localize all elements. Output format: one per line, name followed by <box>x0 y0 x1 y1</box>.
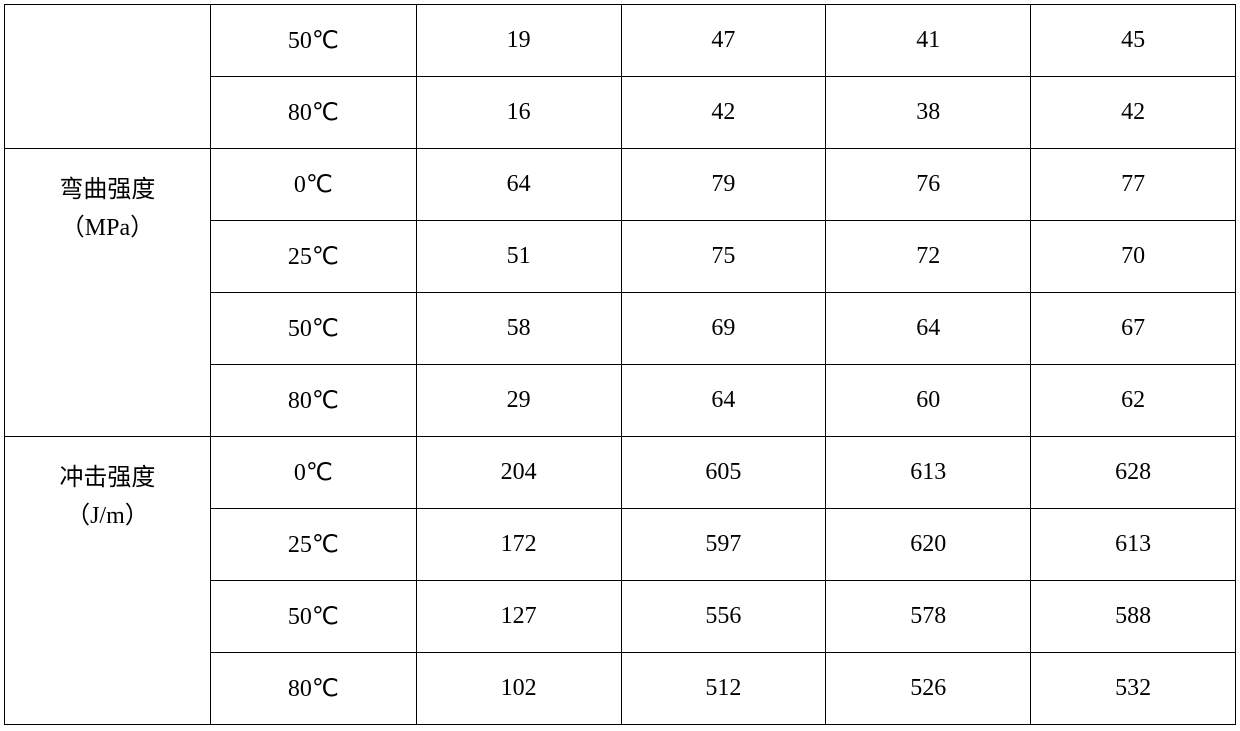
data-cell: 613 <box>1031 509 1236 581</box>
data-cell: 512 <box>621 653 826 725</box>
section-header: 弯曲强度（MPa） <box>5 149 211 437</box>
temperature-cell: 50℃ <box>210 5 416 77</box>
data-cell: 70 <box>1031 221 1236 293</box>
data-cell: 64 <box>416 149 621 221</box>
data-cell: 613 <box>826 437 1031 509</box>
data-cell: 16 <box>416 77 621 149</box>
section-header: 冲击强度（J/m） <box>5 437 211 725</box>
table-row: 弯曲强度（MPa）0℃64797677 <box>5 149 1236 221</box>
data-cell: 69 <box>621 293 826 365</box>
data-cell: 620 <box>826 509 1031 581</box>
data-cell: 62 <box>1031 365 1236 437</box>
data-cell: 60 <box>826 365 1031 437</box>
data-cell: 42 <box>1031 77 1236 149</box>
data-cell: 72 <box>826 221 1031 293</box>
temperature-cell: 0℃ <box>210 437 416 509</box>
temperature-cell: 80℃ <box>210 365 416 437</box>
data-cell: 64 <box>621 365 826 437</box>
temperature-cell: 80℃ <box>210 653 416 725</box>
data-cell: 38 <box>826 77 1031 149</box>
data-cell: 526 <box>826 653 1031 725</box>
data-cell: 58 <box>416 293 621 365</box>
data-cell: 29 <box>416 365 621 437</box>
temperature-cell: 80℃ <box>210 77 416 149</box>
data-cell: 19 <box>416 5 621 77</box>
data-cell: 47 <box>621 5 826 77</box>
data-cell: 67 <box>1031 293 1236 365</box>
temperature-cell: 25℃ <box>210 221 416 293</box>
table-row: 冲击强度（J/m）0℃204605613628 <box>5 437 1236 509</box>
data-cell: 42 <box>621 77 826 149</box>
data-cell: 204 <box>416 437 621 509</box>
data-cell: 77 <box>1031 149 1236 221</box>
data-cell: 79 <box>621 149 826 221</box>
data-cell: 605 <box>621 437 826 509</box>
data-cell: 172 <box>416 509 621 581</box>
data-table: 50℃1947414580℃16423842弯曲强度（MPa）0℃6479767… <box>4 4 1236 725</box>
section-header <box>5 5 211 149</box>
data-cell: 597 <box>621 509 826 581</box>
table-row: 50℃19474145 <box>5 5 1236 77</box>
temperature-cell: 0℃ <box>210 149 416 221</box>
data-cell: 51 <box>416 221 621 293</box>
data-cell: 64 <box>826 293 1031 365</box>
data-cell: 102 <box>416 653 621 725</box>
table-body: 50℃1947414580℃16423842弯曲强度（MPa）0℃6479767… <box>5 5 1236 725</box>
data-cell: 127 <box>416 581 621 653</box>
data-cell: 532 <box>1031 653 1236 725</box>
data-cell: 41 <box>826 5 1031 77</box>
data-cell: 45 <box>1031 5 1236 77</box>
data-cell: 588 <box>1031 581 1236 653</box>
data-cell: 76 <box>826 149 1031 221</box>
data-cell: 578 <box>826 581 1031 653</box>
temperature-cell: 50℃ <box>210 293 416 365</box>
temperature-cell: 25℃ <box>210 509 416 581</box>
data-cell: 628 <box>1031 437 1236 509</box>
data-cell: 75 <box>621 221 826 293</box>
temperature-cell: 50℃ <box>210 581 416 653</box>
data-cell: 556 <box>621 581 826 653</box>
